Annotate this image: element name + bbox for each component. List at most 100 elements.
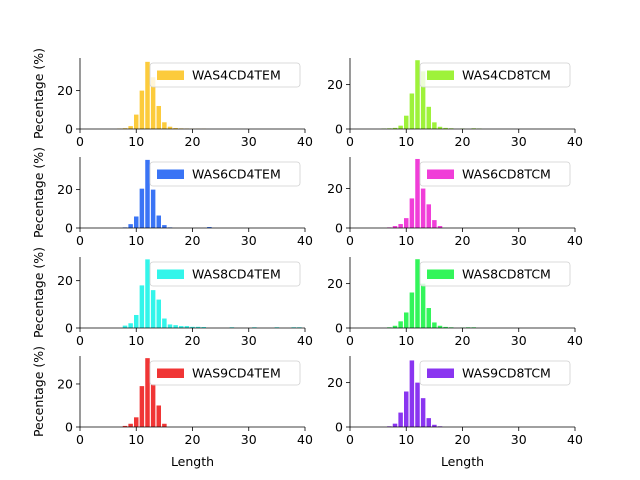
y-axis-label: Pecentage (%) (31, 247, 46, 338)
bar (409, 93, 415, 129)
x-tick-label: 30 (241, 333, 257, 348)
y-axis-label: Pecentage (%) (31, 346, 46, 437)
legend-box (419, 261, 571, 287)
x-tick-label: 0 (76, 333, 84, 348)
bar (128, 126, 133, 129)
legend-swatch (157, 269, 184, 279)
bar (426, 204, 431, 228)
y-tick-label: 20 (57, 83, 73, 98)
bar (156, 405, 161, 427)
x-tick-label: 20 (455, 432, 471, 447)
bar (420, 398, 426, 427)
bar (195, 326, 201, 328)
bar (420, 188, 426, 228)
bar (426, 308, 431, 328)
x-tick-label: 10 (398, 432, 414, 447)
y-tick-label: 0 (65, 420, 73, 435)
legend-label: WAS4CD4TEM (192, 68, 281, 83)
bar (162, 423, 167, 427)
bar (134, 216, 139, 228)
subplot-was4cd8tcm: 0 10 20 30 40 0 20 WAS4CD8TCM (327, 58, 583, 149)
x-tick-label: 10 (398, 233, 414, 248)
bar (404, 115, 409, 129)
bar (167, 324, 173, 328)
x-tick-label: 40 (297, 233, 313, 248)
bar (392, 127, 398, 129)
bar (162, 225, 167, 228)
bar (150, 77, 156, 129)
x-tick-label: 0 (76, 432, 84, 447)
bar (139, 386, 145, 427)
subplot-was8cd8tcm: 0 10 20 30 40 0 20 WAS8CD8TCM (327, 257, 583, 348)
bar (134, 114, 139, 129)
bar (162, 122, 167, 129)
bar (145, 159, 150, 228)
subplot-was9cd4tem: 0 10 20 30 40 0 20 Pecentage (%) Length WAS9CD4TE… (31, 346, 313, 469)
bar (156, 299, 161, 328)
bar (437, 126, 443, 129)
bar (415, 259, 420, 328)
x-tick-label: 20 (455, 233, 471, 248)
bar (162, 318, 167, 328)
y-tick-label: 20 (327, 77, 343, 92)
x-tick-label: 0 (346, 432, 354, 447)
x-tick-label: 0 (346, 233, 354, 248)
bar (190, 326, 195, 328)
x-tick-label: 0 (346, 333, 354, 348)
x-tick-label: 10 (128, 233, 144, 248)
x-tick-label: 0 (76, 134, 84, 149)
y-tick-label: 0 (335, 221, 343, 236)
x-tick-label: 20 (185, 134, 201, 149)
bar (426, 418, 431, 428)
bar (415, 60, 420, 129)
x-axis-label: Length (441, 454, 484, 469)
y-tick-label: 20 (57, 182, 73, 197)
bar (128, 323, 133, 328)
bar (156, 105, 161, 129)
bar (179, 326, 184, 328)
y-tick-label: 20 (327, 181, 343, 196)
bar (437, 226, 443, 228)
x-tick-label: 10 (398, 333, 414, 348)
bar (398, 321, 403, 328)
bar (184, 326, 190, 328)
x-tick-label: 40 (567, 333, 583, 348)
bar (139, 188, 145, 228)
legend-box (419, 161, 571, 187)
y-tick-label: 0 (335, 321, 343, 336)
bar (415, 158, 420, 228)
y-tick-label: 20 (57, 273, 73, 288)
legend-label: WAS9CD8TCM (462, 366, 551, 381)
x-tick-label: 20 (455, 134, 471, 149)
y-tick-label: 0 (65, 321, 73, 336)
legend-label: WAS8CD4TEM (192, 267, 281, 282)
bar (134, 417, 139, 427)
legend-label: WAS8CD8TCM (462, 267, 551, 282)
bar (404, 312, 409, 328)
bar (139, 285, 145, 328)
bar (392, 226, 398, 228)
legend-label: WAS9CD4TEM (192, 366, 281, 381)
legend-swatch (157, 169, 184, 179)
bar (404, 391, 409, 427)
x-axis-label: Length (171, 454, 214, 469)
x-tick-label: 20 (185, 333, 201, 348)
bar (173, 325, 178, 328)
bar (150, 290, 156, 328)
bar (398, 224, 403, 228)
legend-swatch (157, 368, 184, 378)
x-tick-label: 40 (567, 233, 583, 248)
subplot-was8cd4tem: 0 10 20 30 40 0 20 Pecentage (%) WAS8CD4TEM (31, 247, 313, 348)
bar (150, 189, 156, 228)
x-tick-label: 30 (511, 432, 527, 447)
x-tick-label: 10 (128, 333, 144, 348)
bar (432, 424, 437, 427)
bar (426, 106, 431, 129)
x-tick-label: 40 (567, 432, 583, 447)
bar (443, 127, 448, 129)
x-tick-label: 30 (241, 233, 257, 248)
bar (398, 412, 403, 427)
legend-swatch (427, 169, 454, 179)
bar (207, 227, 212, 228)
